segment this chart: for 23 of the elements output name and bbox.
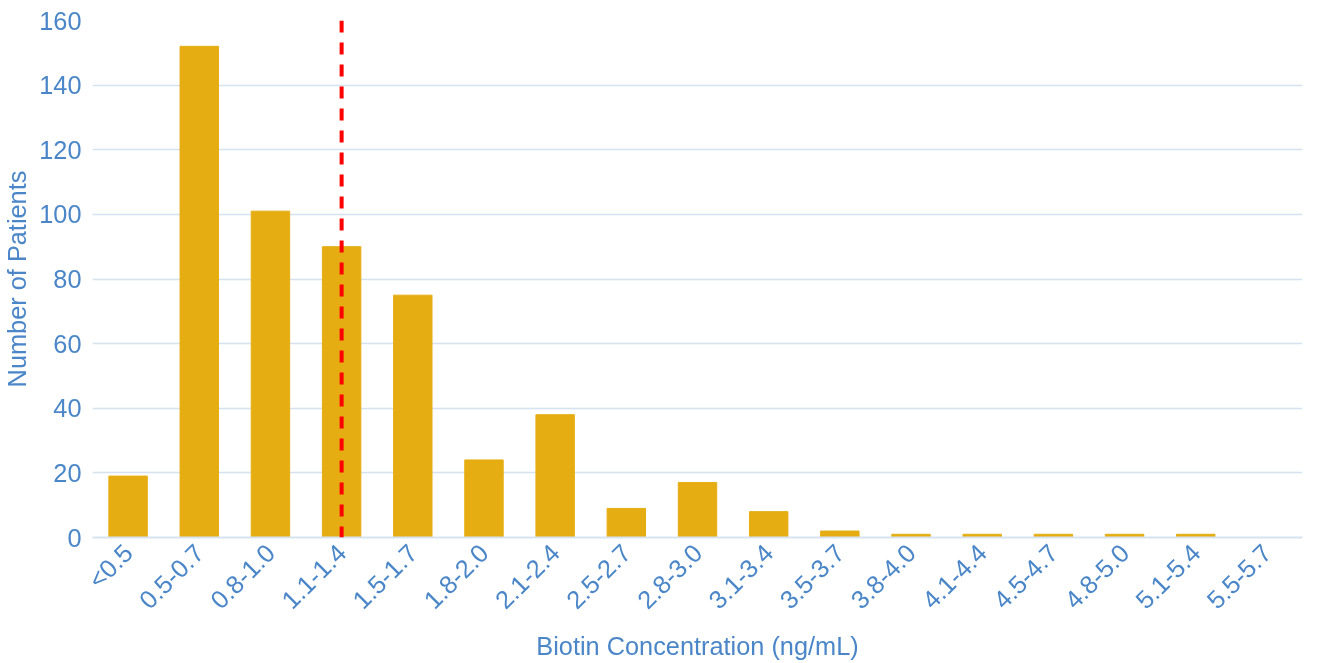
bar: [108, 475, 148, 538]
y-tick-label: 0: [67, 523, 82, 552]
y-tick-label: 80: [53, 265, 82, 293]
bar: [606, 507, 647, 538]
y-tick-label: 140: [39, 71, 82, 100]
x-tick-label: <0.5: [82, 538, 138, 594]
y-tick-label: 160: [39, 6, 82, 35]
bar: [535, 414, 575, 538]
y-axis-title: Number of Patients: [3, 170, 32, 388]
x-axis-title: Biotin Concentration (ng/mL): [536, 632, 859, 661]
bar: [677, 482, 718, 538]
bar: [820, 530, 860, 538]
bar: [250, 210, 291, 538]
y-tick-label: 20: [53, 458, 82, 487]
bar: [393, 294, 433, 538]
bar: [748, 511, 789, 538]
bar: [464, 459, 504, 538]
y-tick-label: 60: [53, 329, 82, 358]
bar: [321, 246, 362, 538]
y-tick-label: 120: [39, 135, 82, 164]
y-tick-label: 40: [53, 394, 82, 423]
bar: [179, 45, 219, 538]
y-tick-label: 100: [39, 200, 82, 229]
